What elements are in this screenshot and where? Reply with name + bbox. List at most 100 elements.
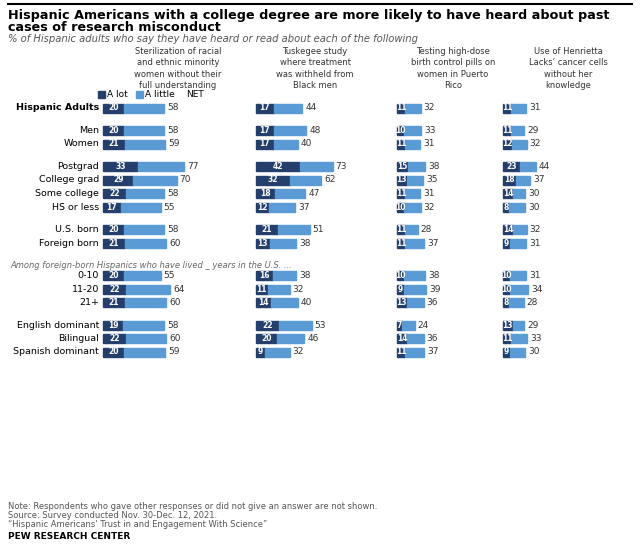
Text: 53: 53	[315, 320, 326, 329]
Text: 59: 59	[168, 348, 179, 357]
Bar	[256, 284, 268, 293]
Bar	[520, 162, 536, 171]
Text: 11: 11	[396, 189, 406, 198]
Text: 9: 9	[504, 348, 509, 357]
Text: 21: 21	[109, 139, 119, 148]
Bar	[503, 189, 513, 198]
Bar	[397, 175, 406, 184]
Bar	[256, 189, 275, 198]
Bar	[405, 348, 424, 357]
Text: Among foreign-born Hispanics who have lived _ years in the U.S. ...: Among foreign-born Hispanics who have li…	[10, 261, 292, 270]
Text: Foreign born: Foreign born	[40, 239, 99, 248]
Text: Note: Respondents who gave other responses or did not give an answer are not sho: Note: Respondents who gave other respons…	[8, 502, 378, 511]
Text: cases of research misconduct: cases of research misconduct	[8, 21, 221, 34]
Text: 33: 33	[531, 334, 542, 343]
Text: 7: 7	[397, 320, 403, 329]
Bar	[103, 189, 126, 198]
Text: 31: 31	[529, 271, 540, 280]
Text: 31: 31	[529, 104, 540, 113]
Text: 37: 37	[298, 203, 309, 212]
Bar	[404, 203, 420, 212]
Bar	[269, 203, 295, 212]
Text: 10: 10	[502, 271, 512, 280]
Bar	[509, 298, 524, 307]
Text: 38: 38	[428, 162, 440, 171]
Bar	[516, 175, 531, 184]
Bar	[103, 175, 134, 184]
Text: 23: 23	[506, 162, 516, 171]
Text: Sterilization of racial
and ethnic minority
women without their
full understandi: Sterilization of racial and ethnic minor…	[134, 47, 221, 90]
Text: 39: 39	[429, 284, 440, 293]
Bar	[511, 126, 524, 135]
Bar	[126, 189, 164, 198]
Text: 44: 44	[305, 104, 316, 113]
Bar	[509, 348, 525, 357]
Text: 58: 58	[167, 189, 179, 198]
Bar	[503, 104, 511, 113]
Text: 35: 35	[426, 175, 437, 184]
Text: 22: 22	[262, 320, 273, 329]
Bar	[103, 162, 138, 171]
Text: 21: 21	[109, 239, 119, 248]
Text: 13: 13	[397, 298, 407, 307]
Text: 47: 47	[308, 189, 320, 198]
Text: 32: 32	[530, 139, 541, 148]
Text: 32: 32	[268, 175, 278, 184]
Text: 58: 58	[167, 104, 179, 113]
Bar	[397, 203, 404, 212]
Text: 60: 60	[169, 239, 180, 248]
Text: 59: 59	[168, 139, 179, 148]
Text: 13: 13	[502, 320, 513, 329]
Bar	[138, 162, 184, 171]
Text: “Hispanic Americans’ Trust in and Engagement With Science”: “Hispanic Americans’ Trust in and Engage…	[8, 520, 268, 529]
Bar	[103, 348, 124, 357]
Bar	[274, 104, 302, 113]
Bar	[511, 284, 528, 293]
Text: 10: 10	[396, 203, 406, 212]
Text: 13: 13	[397, 175, 407, 184]
Text: 31: 31	[423, 189, 435, 198]
Bar	[98, 91, 105, 98]
Text: A little: A little	[145, 90, 175, 99]
Bar	[271, 298, 298, 307]
Text: 37: 37	[428, 239, 439, 248]
Text: Women: Women	[63, 139, 99, 148]
Bar	[134, 175, 177, 184]
Text: Hispanic Americans with a college degree are more likely to have heard about pas: Hispanic Americans with a college degree…	[8, 9, 609, 22]
Text: Postgrad: Postgrad	[57, 162, 99, 171]
Text: 60: 60	[169, 298, 180, 307]
Text: 30: 30	[528, 203, 540, 212]
Bar	[512, 139, 527, 148]
Bar	[124, 225, 164, 234]
Bar	[256, 104, 274, 113]
Bar	[256, 225, 278, 234]
Text: 11: 11	[502, 126, 512, 135]
Bar	[103, 126, 124, 135]
Bar	[397, 334, 408, 343]
Text: 31: 31	[529, 239, 540, 248]
Text: Some college: Some college	[35, 189, 99, 198]
Text: 11: 11	[502, 104, 512, 113]
Bar	[300, 162, 333, 171]
Text: 34: 34	[531, 284, 543, 293]
Text: 16: 16	[259, 271, 269, 280]
Bar	[103, 320, 123, 329]
Bar	[256, 175, 290, 184]
Bar	[408, 334, 424, 343]
Text: College grad: College grad	[39, 175, 99, 184]
Bar	[256, 348, 266, 357]
Bar	[274, 126, 307, 135]
Text: 22: 22	[109, 334, 120, 343]
Text: 46: 46	[307, 334, 319, 343]
Bar	[103, 239, 125, 248]
Bar	[511, 104, 526, 113]
Bar	[397, 348, 405, 357]
Text: Men: Men	[79, 126, 99, 135]
Bar	[503, 298, 509, 307]
Text: 33: 33	[424, 126, 436, 135]
Text: 11: 11	[257, 284, 267, 293]
Bar	[103, 203, 121, 212]
Text: 40: 40	[301, 139, 312, 148]
Bar	[274, 139, 298, 148]
Bar	[124, 104, 164, 113]
